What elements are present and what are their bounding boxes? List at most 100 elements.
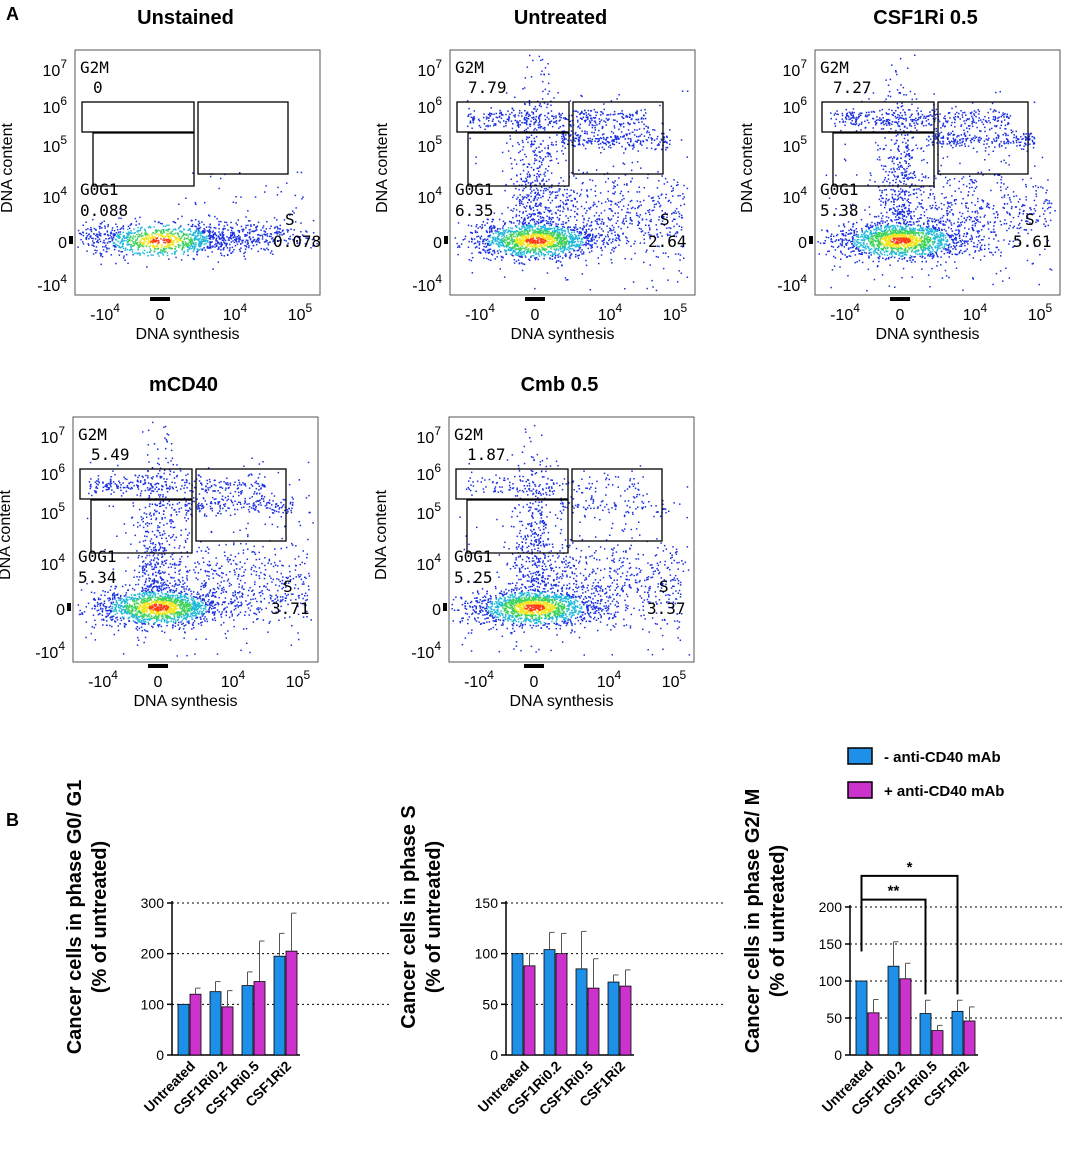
- flow-dot: [218, 237, 221, 239]
- flow-dot: [527, 171, 530, 173]
- flow-dot: [539, 215, 542, 218]
- flow-dot: [183, 246, 185, 249]
- flow-dot: [518, 219, 521, 222]
- flow-dot: [632, 206, 634, 209]
- flow-dot: [898, 228, 901, 231]
- flow-dot: [547, 237, 550, 240]
- flow-dot: [196, 251, 198, 253]
- flow-dot: [529, 259, 531, 262]
- flow-dot: [134, 241, 136, 243]
- flow-dot: [457, 253, 459, 256]
- flow-dot: [524, 227, 526, 230]
- flow-ytick-label: 107: [43, 57, 68, 80]
- flow-dot: [115, 232, 118, 234]
- flow-dot: [830, 235, 832, 237]
- flow-dot: [587, 243, 590, 245]
- flow-dot: [508, 241, 511, 243]
- flow-dot: [673, 234, 676, 236]
- flow-dot: [528, 258, 530, 261]
- flow-dot: [944, 269, 947, 272]
- flow-dot: [927, 245, 929, 247]
- flow-dot: [934, 228, 937, 230]
- flow-dot: [586, 189, 588, 191]
- gate-s: [572, 101, 664, 175]
- flow-dot: [198, 240, 200, 242]
- flow-dot: [581, 130, 583, 132]
- flow-dot: [496, 256, 498, 258]
- flow-dot: [940, 256, 942, 258]
- flow-dot: [551, 258, 554, 260]
- flow-dot: [483, 113, 485, 115]
- flow-dot: [570, 209, 572, 211]
- flow-dot: [567, 220, 570, 222]
- flow-dot: [534, 242, 537, 244]
- flow-dot: [896, 242, 898, 245]
- flow-dot: [533, 245, 535, 247]
- flow-dot: [567, 143, 569, 145]
- flow-dot: [559, 199, 562, 202]
- flow-dot: [174, 252, 176, 254]
- flow-dot: [104, 233, 106, 235]
- flow-dot: [535, 257, 537, 259]
- flow-dot: [592, 233, 594, 236]
- flow-dot: [285, 240, 287, 242]
- flow-dot: [555, 197, 558, 199]
- flow-dot: [568, 245, 571, 248]
- flow-dot: [484, 250, 486, 252]
- flow-dot: [564, 117, 566, 119]
- flow-dot: [229, 249, 231, 251]
- flow-dot: [562, 210, 564, 213]
- flow-dot: [498, 232, 500, 235]
- flow-dot: [308, 237, 310, 240]
- flow-dot: [211, 241, 213, 243]
- flow-dot: [918, 250, 920, 252]
- flow-dot: [561, 231, 563, 234]
- flow-dot: [633, 243, 635, 245]
- gate-value-s: 0.078: [273, 232, 321, 251]
- flow-dot: [200, 239, 203, 241]
- flow-dot: [269, 252, 272, 254]
- flow-dot: [100, 263, 102, 266]
- flow-dot: [226, 236, 228, 238]
- flow-dot: [576, 249, 579, 252]
- flow-dot: [574, 241, 576, 243]
- flow-dot: [543, 126, 546, 129]
- gate-label-g0g1: G0G1: [80, 180, 119, 199]
- flow-dot: [518, 200, 521, 203]
- flow-dot: [620, 227, 622, 230]
- flow-dot: [490, 112, 493, 115]
- flow-dot: [247, 210, 249, 212]
- flow-dot: [491, 231, 493, 233]
- flow-dot: [558, 190, 560, 192]
- flow-dot: [509, 249, 511, 252]
- flow-dot: [501, 212, 503, 215]
- flow-dot: [147, 242, 149, 245]
- flow-dot: [898, 247, 901, 249]
- flow-dot: [618, 235, 620, 237]
- flow-dot: [600, 152, 602, 154]
- flow-dot: [610, 252, 612, 254]
- flow-dot: [593, 201, 595, 204]
- flow-dot: [623, 222, 625, 225]
- flow-dot: [636, 200, 639, 202]
- flow-dot: [237, 229, 239, 232]
- flow-dot: [174, 228, 176, 230]
- flow-dot: [138, 245, 141, 248]
- flow-dot: [127, 235, 129, 237]
- flow-dot: [536, 108, 538, 111]
- flow-dot: [570, 189, 572, 191]
- flow-dot: [874, 224, 877, 227]
- flow-dot: [580, 244, 582, 246]
- flow-dot: [514, 235, 517, 238]
- flow-dot: [122, 228, 125, 230]
- flow-dot: [596, 222, 598, 225]
- flow-dot: [586, 242, 588, 245]
- flow-dot: [607, 235, 609, 238]
- flow-dot: [156, 230, 158, 232]
- flow-dot: [505, 244, 508, 246]
- flow-dot: [166, 243, 169, 245]
- flow-dot: [956, 241, 958, 244]
- flow-dot: [238, 234, 240, 237]
- flow-dot: [576, 208, 579, 210]
- flow-dot: [258, 238, 260, 240]
